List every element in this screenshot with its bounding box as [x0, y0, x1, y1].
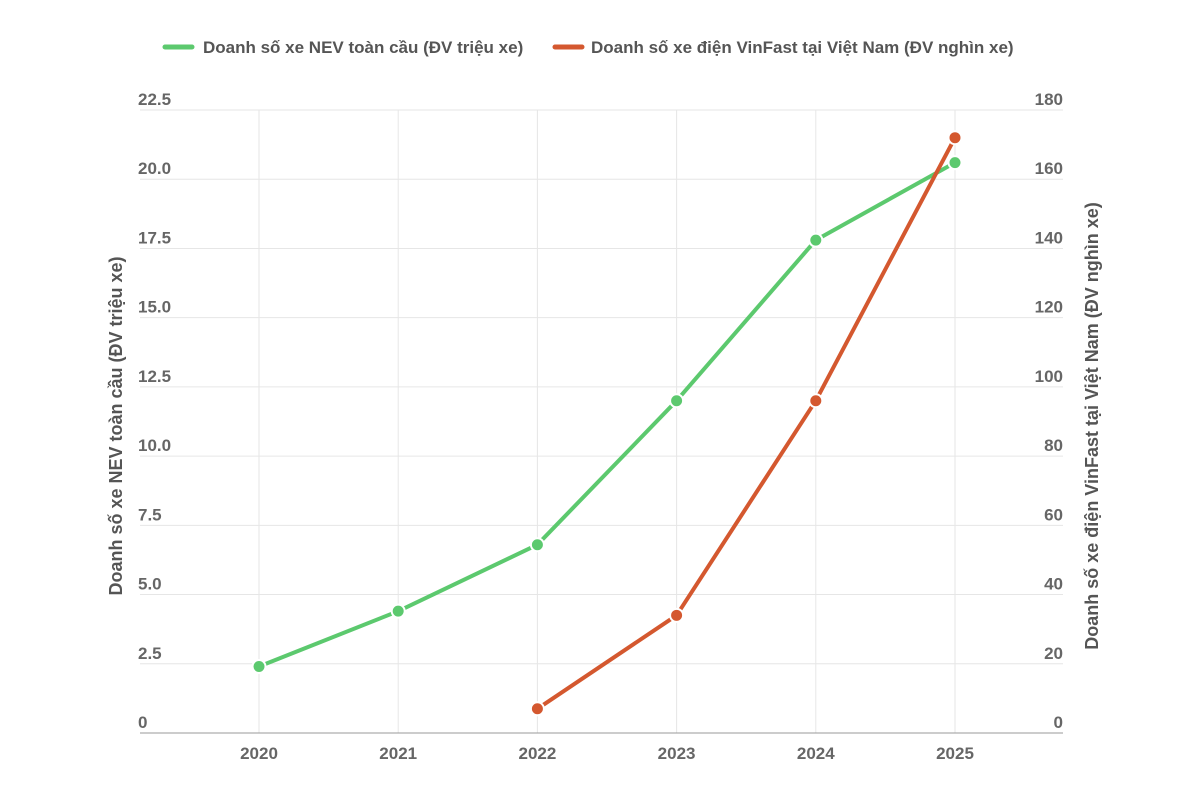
y-left-tick-label: 2.5 [138, 644, 162, 663]
data-point-0 [390, 603, 406, 619]
x-tick-label: 2023 [658, 744, 696, 763]
y-right-tick-label: 180 [1035, 90, 1063, 109]
data-point-1 [669, 607, 685, 623]
data-point-0 [808, 232, 824, 248]
x-tick-label: 2024 [797, 744, 835, 763]
y-left-tick-label: 17.5 [138, 228, 171, 247]
y-right-tick-label: 100 [1035, 367, 1063, 386]
y-right-tick-label: 20 [1044, 644, 1063, 663]
axes: 0 2.5 5.0 7.5 10.0 12.5 15.0 17.5 20.0 22.5 0 20 40 6… [138, 90, 1063, 763]
y-right-tick-label: 0 [1054, 713, 1063, 732]
y-right-tick-label: 40 [1044, 575, 1063, 594]
legend: Doanh số xe NEV toàn cầu (ĐV triệu xe) D… [162, 38, 1014, 57]
y-right-tick-label: 120 [1035, 298, 1063, 317]
y-left-axis-title: Doanh số xe NEV toàn cầu (ĐV triệu xe) [106, 256, 126, 595]
y-right-tick-label: 160 [1035, 159, 1063, 178]
y-right-tick-label: 80 [1044, 436, 1063, 455]
legend-item-vinfast: Doanh số xe điện VinFast tại Việt Nam (Đ… [552, 38, 1014, 57]
data-point-0 [251, 659, 267, 675]
y-left-tick-label: 20.0 [138, 159, 171, 178]
y-right-tick-label: 140 [1035, 228, 1063, 247]
y-left-tick-label: 10.0 [138, 436, 171, 455]
y-left-tick-label: 5.0 [138, 575, 162, 594]
y-left-tick-label: 15.0 [138, 298, 171, 317]
y-right-tick-label: 60 [1044, 505, 1063, 524]
x-tick-label: 2022 [518, 744, 556, 763]
data-point-0 [529, 537, 545, 553]
data-point-1 [808, 393, 824, 409]
x-tick-label: 2021 [379, 744, 417, 763]
x-tick-label: 2020 [240, 744, 278, 763]
x-tick-label: 2025 [936, 744, 974, 763]
series [251, 130, 963, 717]
y-left-tick-label: 0 [138, 713, 147, 732]
data-point-0 [669, 393, 685, 409]
y-left-tick-label: 12.5 [138, 367, 171, 386]
data-point-1 [529, 701, 545, 717]
legend-label-nev: Doanh số xe NEV toàn cầu (ĐV triệu xe) [203, 38, 523, 57]
y-left-tick-label: 7.5 [138, 505, 162, 524]
y-right-axis-title: Doanh số xe điện VinFast tại Việt Nam (Đ… [1082, 202, 1102, 649]
grid-lines [140, 109, 1063, 733]
y-left-tick-label: 22.5 [138, 90, 171, 109]
legend-label-vinfast: Doanh số xe điện VinFast tại Việt Nam (Đ… [591, 38, 1014, 57]
data-point-1 [947, 130, 963, 146]
series-line-0 [257, 160, 957, 669]
series-line-1 [535, 135, 957, 711]
data-point-0 [947, 155, 963, 171]
legend-item-nev: Doanh số xe NEV toàn cầu (ĐV triệu xe) [162, 38, 523, 57]
